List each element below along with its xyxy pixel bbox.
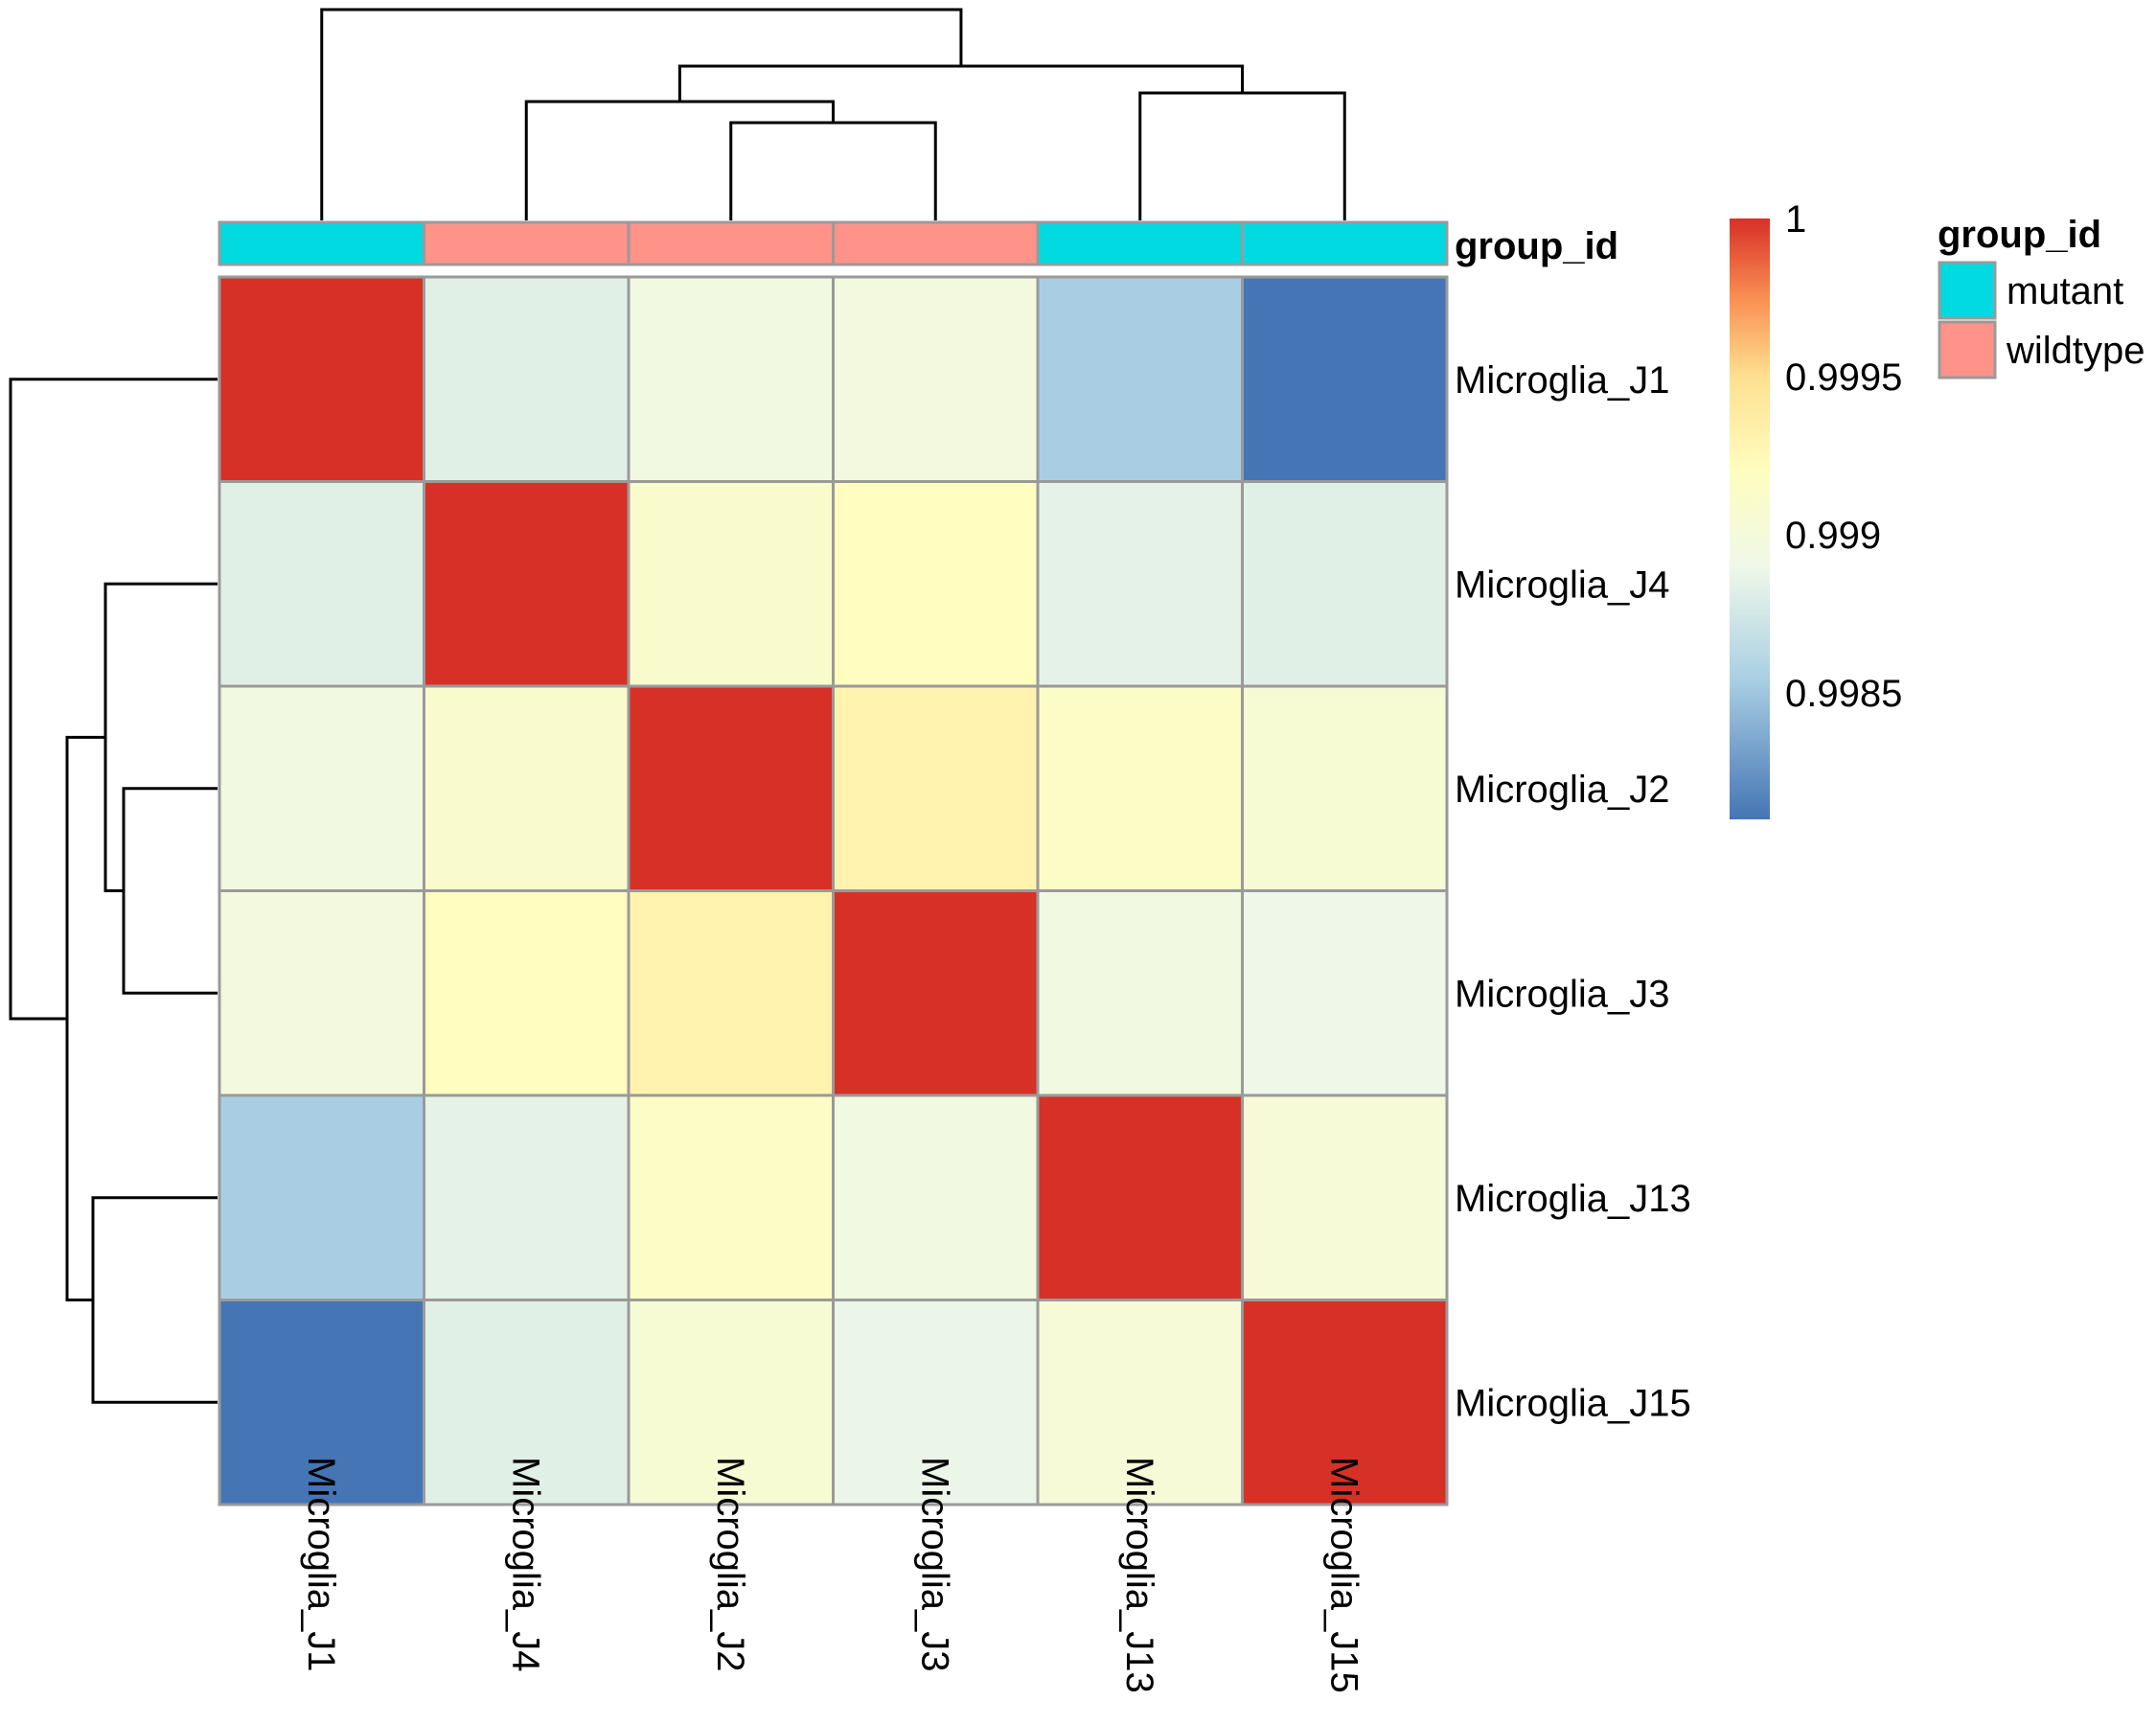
color-scale-tick-label: 1 [1785, 198, 1806, 241]
col-dendrogram-branch [677, 64, 1244, 102]
heatmap-cell-1-1 [423, 480, 631, 688]
heatmap-cell-5-5 [1241, 1299, 1449, 1506]
col-dendrogram-branch [729, 121, 937, 220]
row-dendrogram-branch [122, 787, 218, 995]
heatmap-cell-4-3 [832, 1093, 1040, 1301]
annotation-cell-3 [832, 220, 1040, 266]
heatmap-cell-3-0 [218, 889, 425, 1097]
annotation-cell-1 [423, 220, 631, 266]
heatmap-cell-5-3 [832, 1299, 1040, 1506]
row-label: Microglia_J1 [1455, 359, 1670, 402]
heatmap-cell-1-0 [218, 480, 425, 688]
heatmap-cell-3-5 [1241, 889, 1449, 1097]
color-scale-tick-label: 0.9985 [1785, 673, 1902, 715]
heatmap-cell-0-1 [423, 275, 631, 483]
heatmap-cell-3-4 [1036, 889, 1244, 1097]
heatmap-cell-2-3 [832, 684, 1040, 892]
heatmap-cell-0-5 [1241, 275, 1449, 483]
annotation-cell-4 [1036, 220, 1244, 266]
legend-label-mutant: mutant [2007, 270, 2123, 312]
color-scale-bar [1730, 218, 1770, 819]
column-label: Microglia_J13 [1118, 1457, 1160, 1693]
heatmap-cell-3-3 [832, 889, 1040, 1097]
heatmap-cell-5-2 [627, 1299, 835, 1506]
heatmap-cell-4-2 [627, 1093, 835, 1301]
heatmap-cell-1-4 [1036, 480, 1244, 688]
row-label: Microglia_J15 [1455, 1382, 1691, 1424]
col-dendrogram-branch [1138, 91, 1346, 220]
row-label: Microglia_J2 [1455, 769, 1670, 811]
annotation-cell-5 [1241, 220, 1449, 266]
col-dendrogram-branch [320, 8, 963, 220]
color-scale-tick-label: 0.999 [1785, 515, 1881, 557]
column-label: Microglia_J2 [709, 1457, 751, 1672]
heatmap-cell-4-0 [218, 1093, 425, 1301]
heatmap-cell-4-5 [1241, 1093, 1449, 1301]
heatmap-cell-0-0 [218, 275, 425, 483]
heatmap-cell-2-4 [1036, 684, 1244, 892]
heatmap-cell-2-0 [218, 684, 425, 892]
row-dendrogram-branch [9, 378, 218, 1021]
legend-title: group_id [1938, 214, 2101, 256]
heatmap-cell-1-5 [1241, 480, 1449, 688]
legend-label-wildtype: wildtype [2006, 330, 2145, 372]
heatmap-cell-0-3 [832, 275, 1040, 483]
heatmap-cell-1-3 [832, 480, 1040, 688]
annotation-cell-2 [627, 220, 835, 266]
heatmap-cell-1-2 [627, 480, 835, 688]
row-label: Microglia_J3 [1455, 973, 1670, 1015]
heatmap-cell-2-2 [627, 684, 835, 892]
legend-swatch-mutant [1938, 261, 1997, 320]
annotation-row-title: group_id [1455, 225, 1618, 267]
heatmap-cell-4-4 [1036, 1093, 1244, 1301]
row-dendrogram-branch [65, 735, 105, 1301]
column-label: Microglia_J3 [913, 1457, 955, 1672]
column-label: Microglia_J4 [504, 1457, 546, 1672]
row-label: Microglia_J13 [1455, 1178, 1691, 1220]
heatmap-cell-0-4 [1036, 275, 1244, 483]
heatmap-cell-5-1 [423, 1299, 631, 1506]
heatmap-cell-3-2 [627, 889, 835, 1097]
heatmap-cell-5-4 [1036, 1299, 1244, 1506]
heatmap-cell-4-1 [423, 1093, 631, 1301]
row-dendrogram-branch [91, 1196, 218, 1404]
annotation-cell-0 [218, 220, 425, 266]
column-label: Microglia_J1 [300, 1457, 342, 1672]
heatmap-cell-0-2 [627, 275, 835, 483]
heatmap-cell-2-1 [423, 684, 631, 892]
column-label: Microglia_J15 [1322, 1457, 1365, 1693]
color-scale-tick-label: 0.9995 [1785, 356, 1902, 399]
heatmap-cell-3-1 [423, 889, 631, 1097]
heatmap-cell-5-0 [218, 1299, 425, 1506]
legend-swatch-wildtype [1938, 320, 1997, 380]
heatmap-cell-2-5 [1241, 684, 1449, 892]
row-label: Microglia_J4 [1455, 564, 1670, 606]
col-dendrogram-branch [524, 100, 835, 220]
